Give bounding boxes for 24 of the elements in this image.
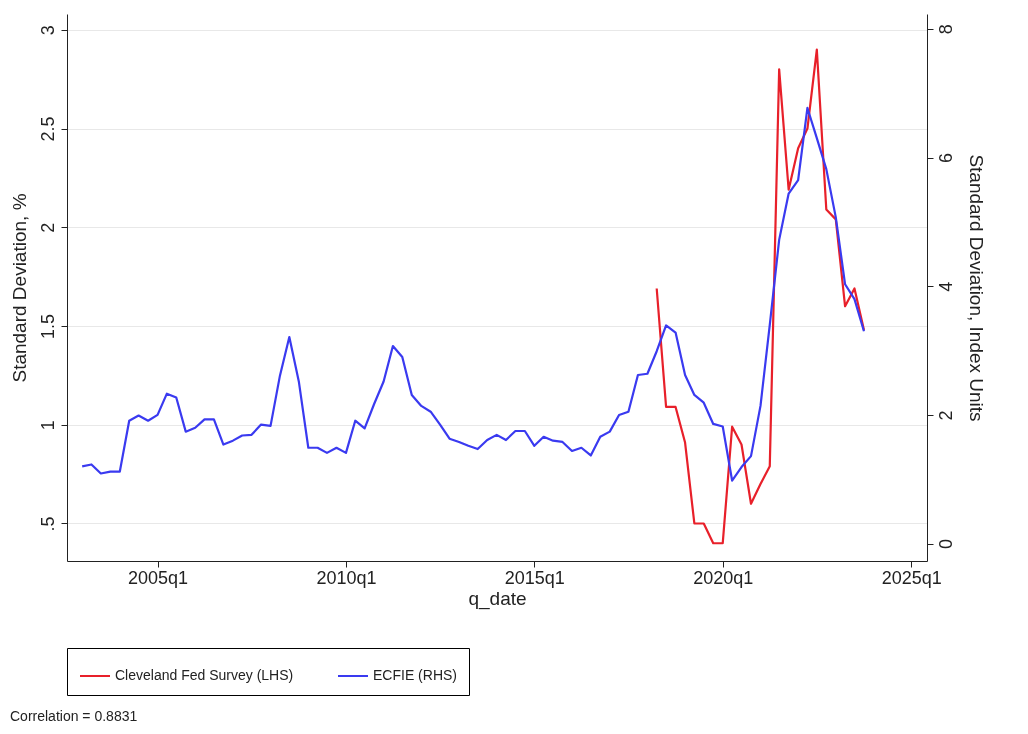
line-series <box>81 106 866 482</box>
y2-tick-label: 2 <box>935 410 956 421</box>
y2-tick-label: 0 <box>935 539 956 550</box>
y-tick-label: 1.5 <box>37 313 58 340</box>
y-tick-label: 3 <box>37 25 58 36</box>
x-tick-label: 2025q1 <box>881 567 942 588</box>
y2-axis-title: Standard Deviation, Index Units <box>965 154 987 422</box>
y-tick-label: .5 <box>37 516 58 532</box>
x-tick-label: 2005q1 <box>128 567 189 588</box>
x-tick-label: 2015q1 <box>504 567 565 588</box>
line-series <box>655 48 866 545</box>
x-axis-title: q_date <box>468 587 527 610</box>
y-tick-label: 2.5 <box>37 116 58 142</box>
y2-tick-label: 4 <box>935 281 956 292</box>
text: Correlation = 0.8831 <box>10 707 138 724</box>
y-axis-title: Standard Deviation, % <box>8 193 30 383</box>
legend-label: Cleveland Fed Survey (LHS) <box>115 667 294 683</box>
legend-label: ECFIE (RHS) <box>373 667 457 683</box>
y-tick-label: 1 <box>37 420 58 431</box>
x-tick-label: 2020q1 <box>693 567 754 588</box>
x-tick-label: 2010q1 <box>316 567 377 588</box>
y2-tick-label: 6 <box>935 153 956 164</box>
y-tick-label: 2 <box>37 222 58 233</box>
y2-tick-label: 8 <box>935 24 956 35</box>
